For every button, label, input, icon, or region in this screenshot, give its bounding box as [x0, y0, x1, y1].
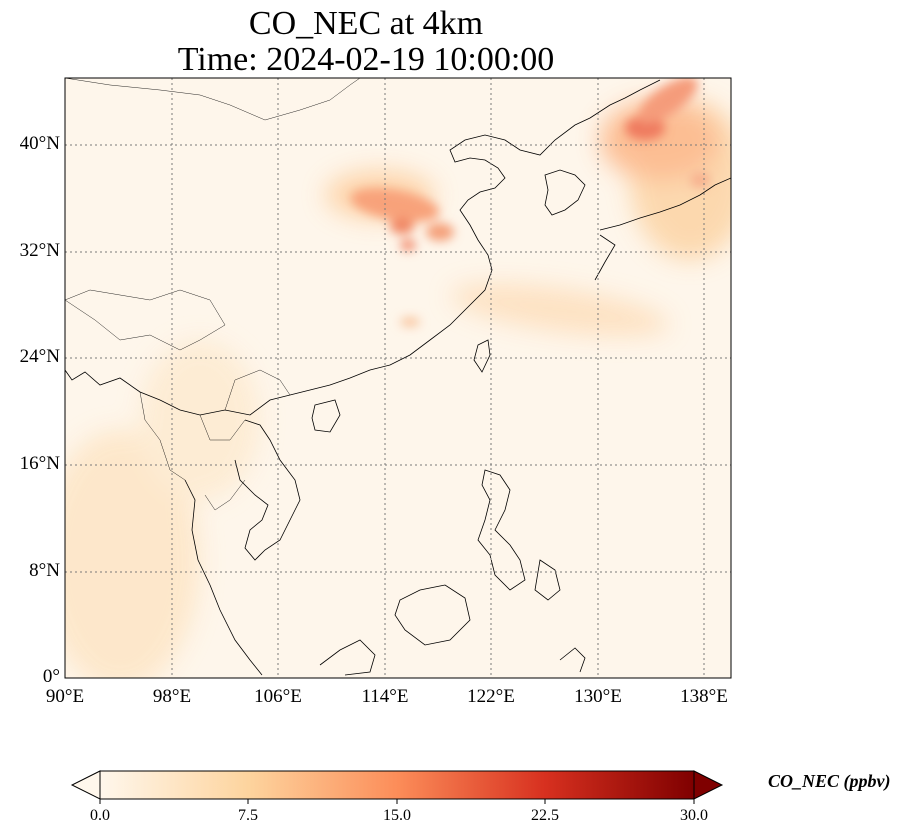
lat-tick-label: 0° [42, 666, 60, 687]
lon-tick-label: 122°E [467, 686, 515, 707]
colorbar-extend-min [70, 770, 101, 800]
colorbar-tick-label: 22.5 [531, 807, 559, 824]
lat-tick-label: 40°N [19, 133, 60, 154]
lat-tick-label: 24°N [19, 346, 60, 367]
lon-tick-label: 138°E [680, 686, 728, 707]
lon-tick-label: 90°E [45, 686, 85, 707]
lon-tick-label: 114°E [361, 686, 409, 707]
co-concentration-field [65, 78, 731, 678]
lat-tick-label: 16°N [19, 453, 60, 474]
colorbar [70, 770, 724, 804]
map-frame [64, 77, 732, 679]
map-title: CO_NEC at 4km [248, 5, 484, 42]
lon-tick-label: 130°E [574, 686, 622, 707]
colorbar-gradient [100, 771, 694, 799]
map-subtitle-time: Time: 2024-02-19 10:00:00 [177, 41, 555, 78]
lon-tick-label: 98°E [152, 686, 192, 707]
lat-tick-label: 8°N [29, 560, 60, 581]
lon-tick-label: 106°E [254, 686, 302, 707]
colorbar-tick-label: 30.0 [680, 807, 708, 824]
country-borders [65, 78, 361, 511]
colorbar-extend-max [693, 770, 724, 800]
colorbar-label: CO_NEC (ppbv) [768, 771, 891, 791]
map-gridlines [65, 78, 731, 678]
colorbar-tick-label: 15.0 [383, 807, 411, 824]
colorbar-tick-label: 7.5 [238, 807, 258, 824]
lat-tick-label: 32°N [19, 240, 60, 261]
colorbar-tick-label: 0.0 [90, 807, 110, 824]
